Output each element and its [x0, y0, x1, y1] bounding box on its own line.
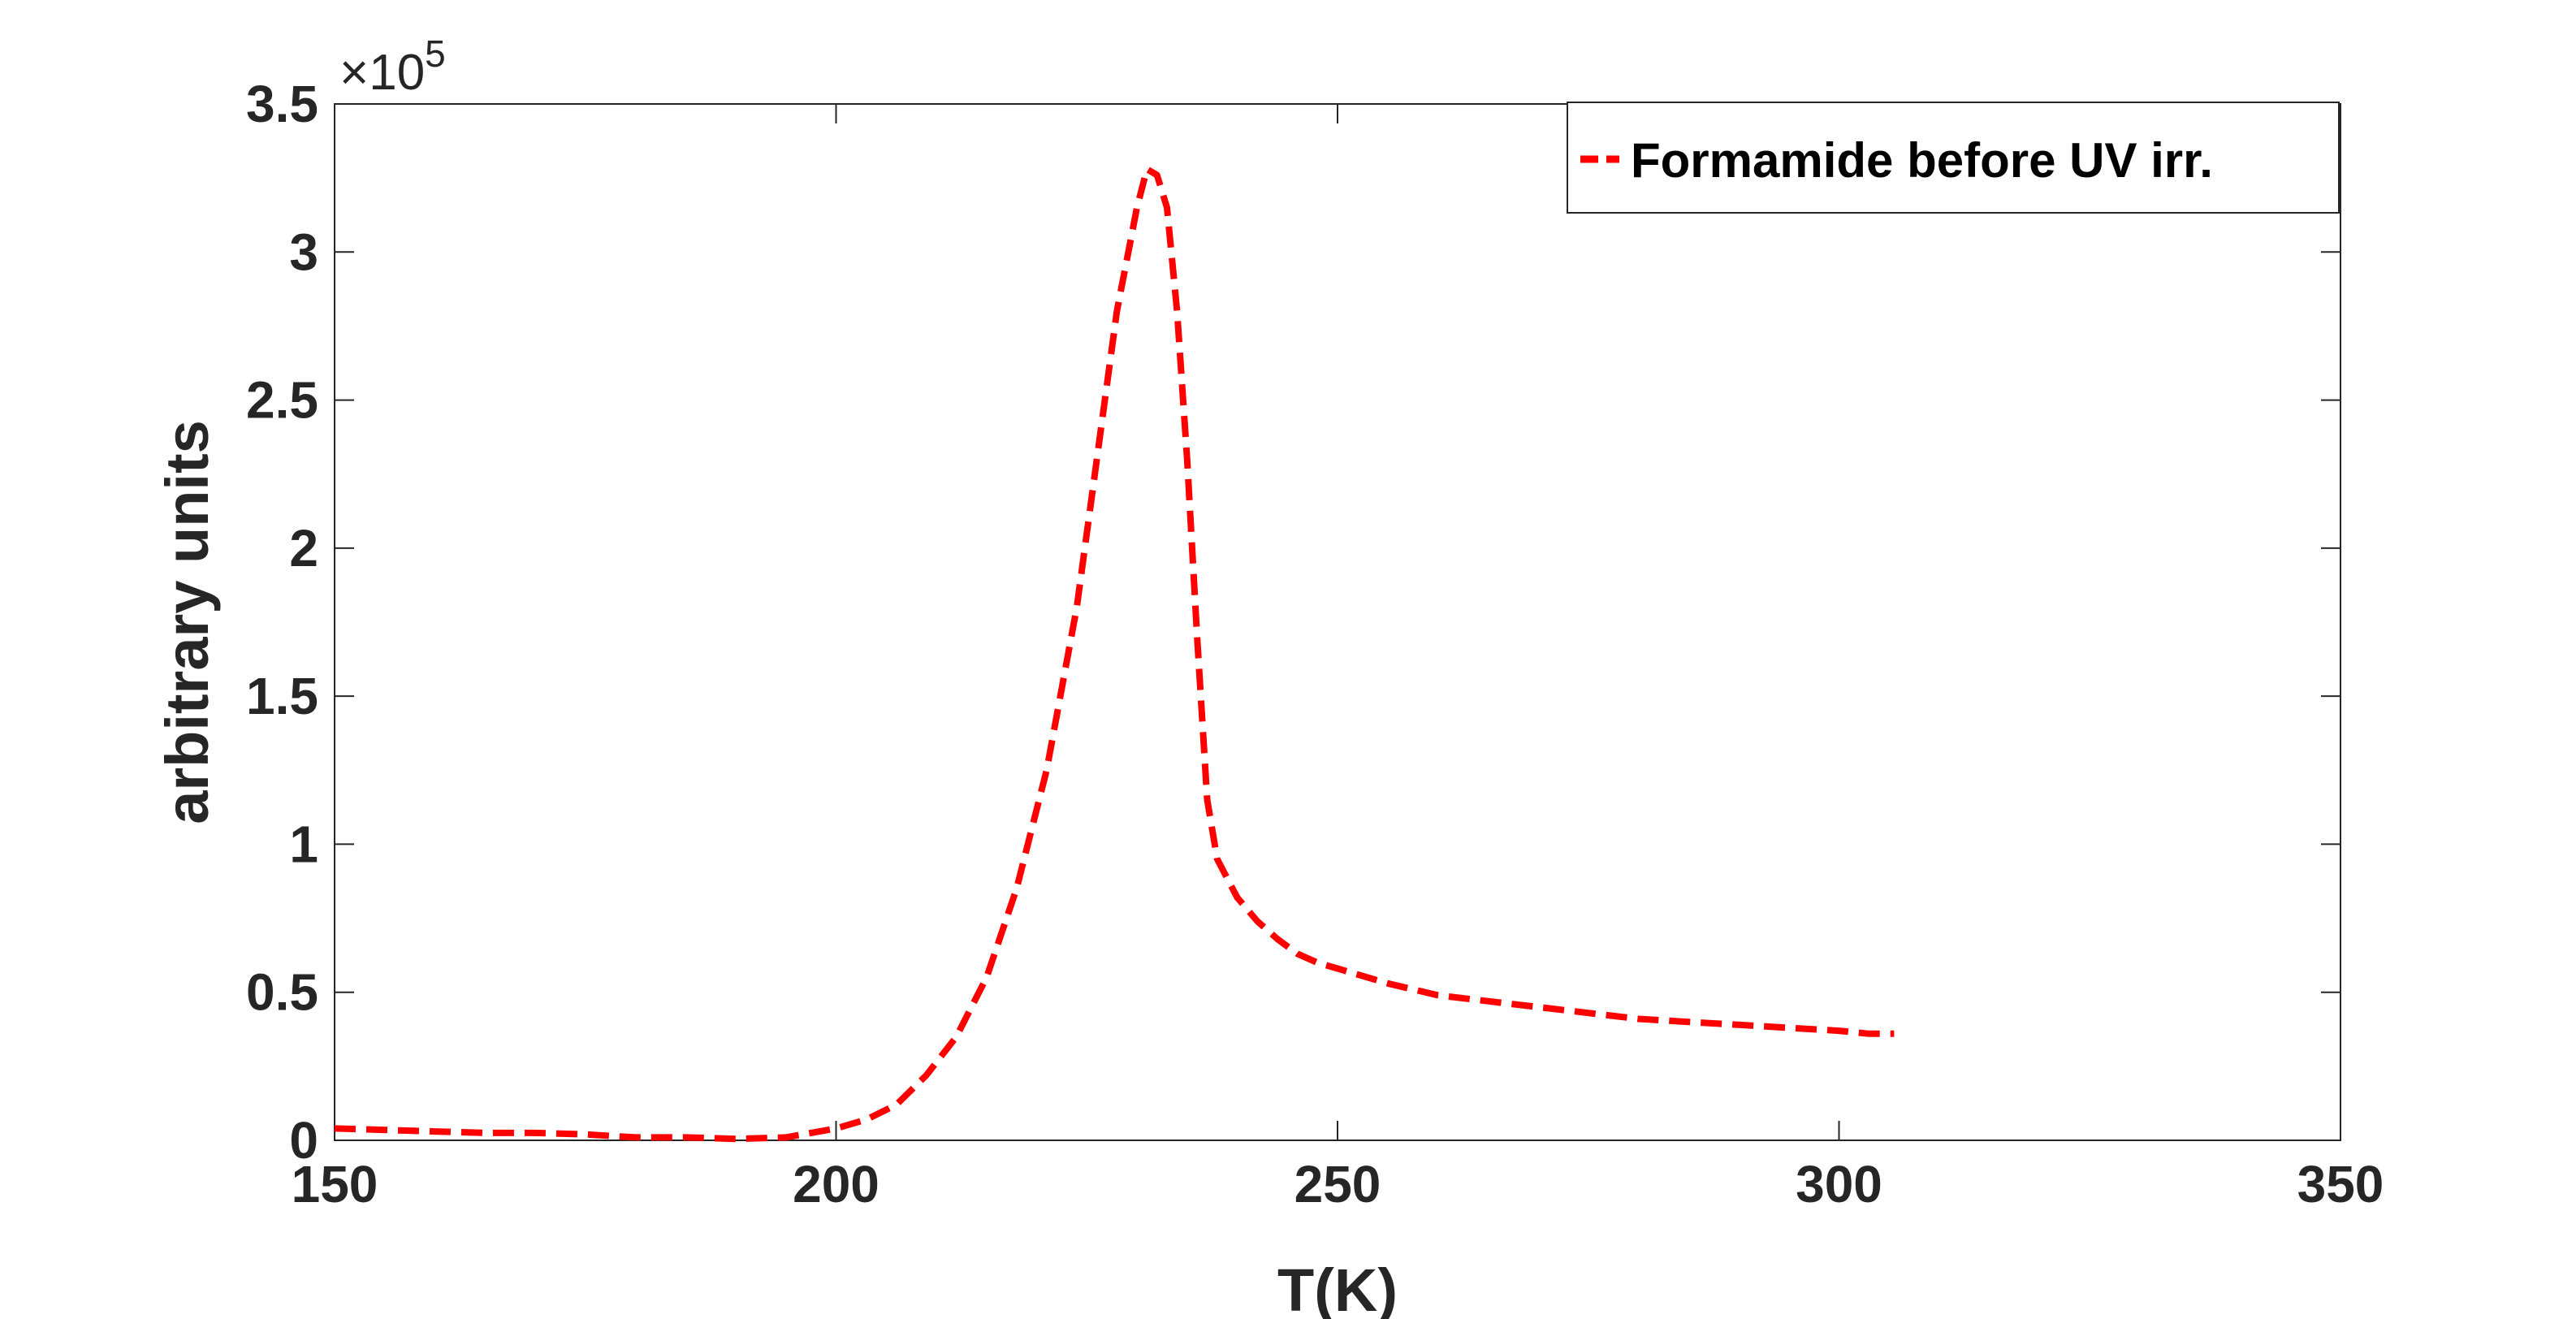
- legend-entry-label: Formamide before UV irr.: [1631, 133, 2213, 188]
- y-tick-label: 0.5: [246, 963, 318, 1022]
- y-tick-label: 2: [289, 519, 318, 577]
- plot-area: [334, 103, 2341, 1141]
- x-tick-label: 300: [1796, 1155, 1882, 1213]
- x-tick-label: 250: [1294, 1155, 1381, 1213]
- series-line-0: [334, 166, 1895, 1143]
- x-axis-title: T(K): [1277, 1256, 1398, 1319]
- y-tick-label: 3.5: [246, 75, 318, 133]
- y-exponent-power: 5: [425, 32, 446, 75]
- legend-box: [1567, 102, 2340, 214]
- y-tick-label: 0: [289, 1111, 318, 1170]
- y-exponent-label: ×105: [339, 32, 446, 101]
- y-tick-labels: 0 0.5 1 1.5 2 2.5 3 3.5: [246, 75, 318, 1170]
- x-tick-label: 150: [292, 1155, 378, 1213]
- series-lines: [334, 166, 1895, 1143]
- y-tick-label: 3: [289, 223, 318, 281]
- y-tick-label: 1.5: [246, 667, 318, 725]
- y-exponent-base: ×10: [339, 45, 425, 101]
- y-axis-title: arbitrary units: [153, 420, 221, 824]
- y-tick-label: 1: [289, 815, 318, 873]
- y-tick-label: 2.5: [246, 371, 318, 430]
- x-tick-label: 200: [793, 1155, 880, 1213]
- x-tick-labels: 150 200 250 300 350: [292, 1155, 2384, 1213]
- axis-ticks: [334, 103, 2341, 1141]
- legend: Formamide before UV irr.: [1567, 102, 2340, 214]
- x-tick-label: 350: [2297, 1155, 2384, 1213]
